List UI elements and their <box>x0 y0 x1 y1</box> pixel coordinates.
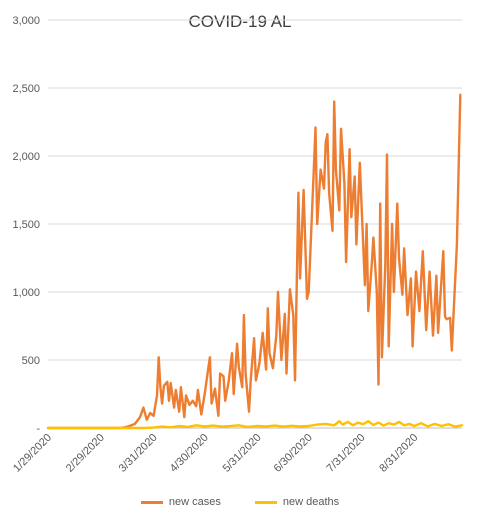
legend-item-new-cases: new cases <box>140 496 221 508</box>
x-tick-label: 5/31/2020 <box>221 432 264 475</box>
legend-swatch-new-cases <box>140 500 163 504</box>
y-tick-label: 1,500 <box>12 219 40 231</box>
y-tick-label: - <box>36 423 40 435</box>
x-tick-label: 7/31/2020 <box>325 432 368 475</box>
y-tick-label: 2,500 <box>12 83 40 95</box>
series-line-new-cases <box>46 93 462 430</box>
y-tick-label: 3,000 <box>12 15 40 27</box>
x-tick-label: 1/29/2020 <box>11 432 54 475</box>
y-tick-label: 2,000 <box>12 151 40 163</box>
x-tick-label: 8/31/2020 <box>377 432 420 475</box>
y-tick-label: 500 <box>22 355 40 367</box>
y-tick-label: 1,000 <box>12 287 40 299</box>
legend-label-new-deaths: new deaths <box>282 496 340 508</box>
x-tick-label: 2/29/2020 <box>64 432 107 475</box>
legend-item-new-deaths: new deaths <box>254 496 340 508</box>
x-tick-label: 3/31/2020 <box>117 432 160 475</box>
x-tick-label: 4/30/2020 <box>168 432 211 475</box>
y-axis: - 500 1,000 1,500 2,000 2,500 3,000 <box>12 15 40 435</box>
series-lines <box>46 93 464 430</box>
legend-swatch-new-deaths <box>254 500 277 504</box>
x-axis: 1/29/2020 2/29/2020 3/31/2020 4/30/2020 5/31… <box>11 432 420 475</box>
legend-label-new-cases: new cases <box>168 496 221 508</box>
series-line-new-deaths <box>46 420 464 430</box>
legend: new cases new deaths <box>0 496 480 508</box>
x-tick-label: 6/30/2020 <box>272 432 315 475</box>
chart-title: COVID-19 AL <box>188 12 292 31</box>
